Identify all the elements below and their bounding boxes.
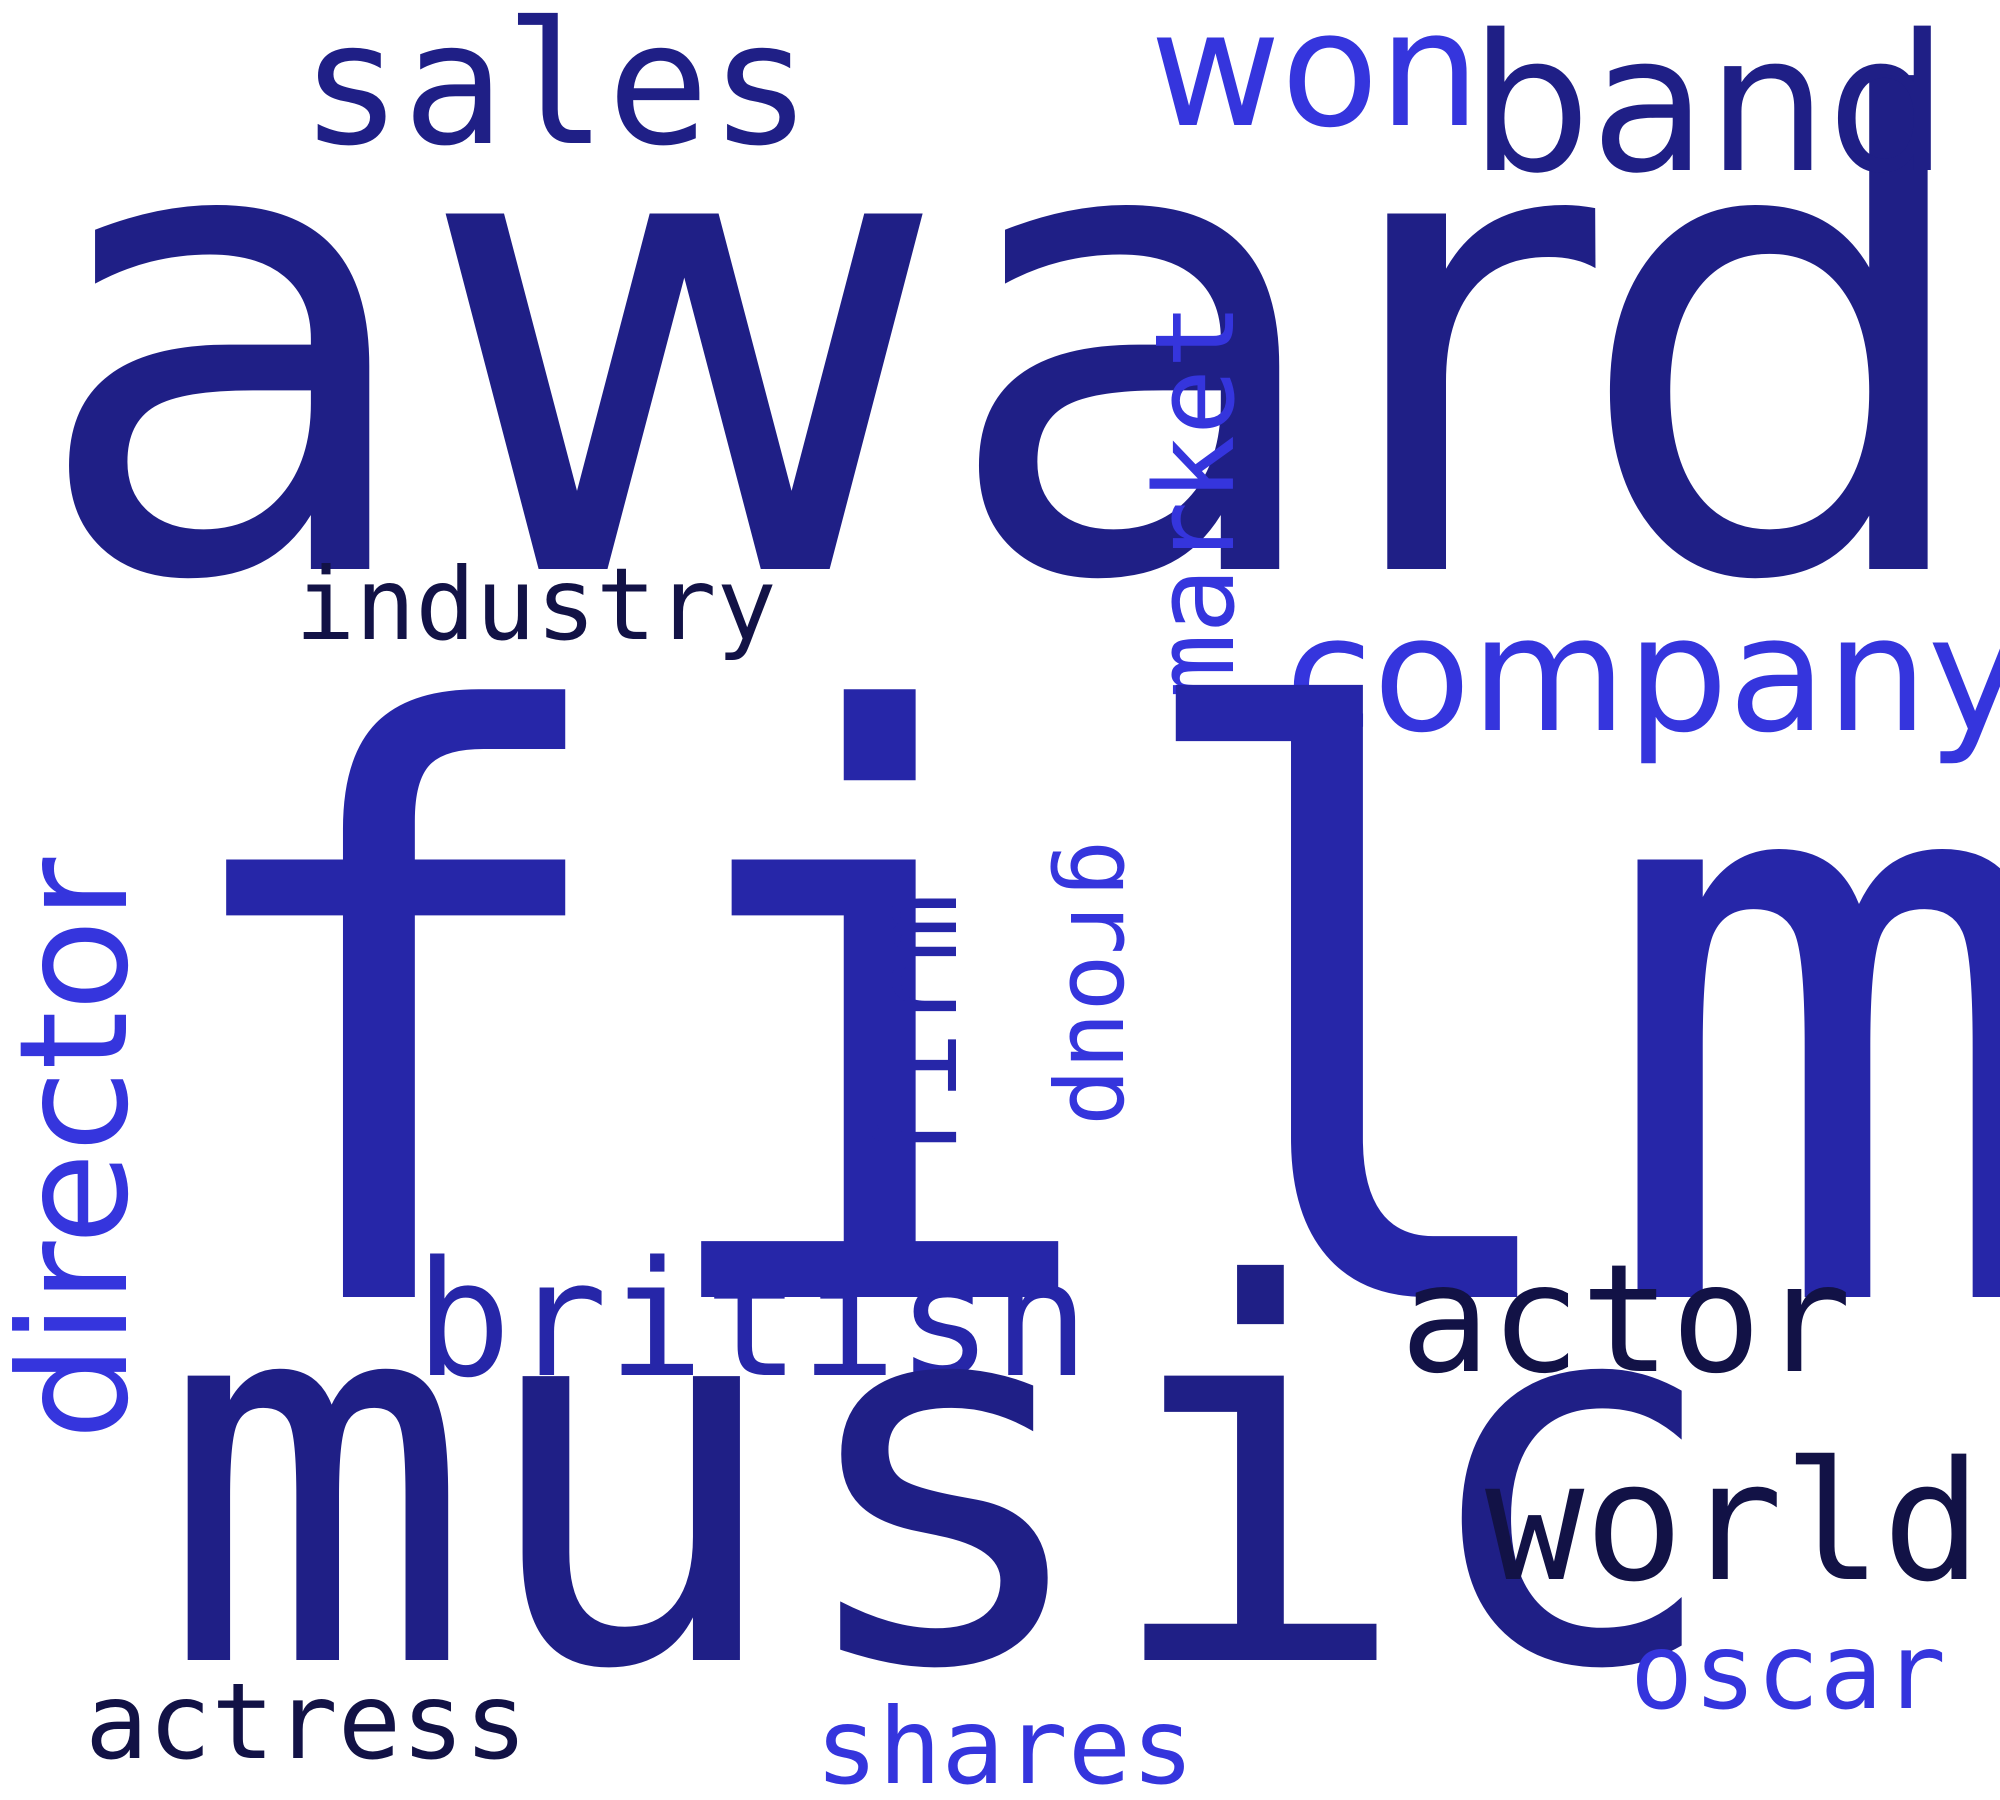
word-won: won	[1150, 0, 1481, 163]
word-firm: firm	[850, 893, 984, 1170]
word-sales: sales	[300, 0, 812, 184]
word-group: group	[1048, 840, 1158, 1126]
word-world: world	[1485, 1426, 1982, 1618]
word-band: band	[1470, 0, 1949, 215]
word-award: award	[30, 0, 1987, 723]
word-company: company	[1285, 581, 2000, 768]
word-actor: actor	[1400, 1233, 1852, 1407]
word-industry: industry	[295, 546, 777, 663]
word-shares: shares	[815, 1686, 1195, 1800]
word-oscar: oscar	[1630, 1611, 1947, 1733]
word-film: film	[150, 554, 2000, 1486]
word-actress: actress	[85, 1661, 528, 1783]
word-british: british	[415, 1226, 1090, 1413]
word-music: music	[160, 1177, 1726, 1783]
word-director: director	[0, 857, 162, 1440]
